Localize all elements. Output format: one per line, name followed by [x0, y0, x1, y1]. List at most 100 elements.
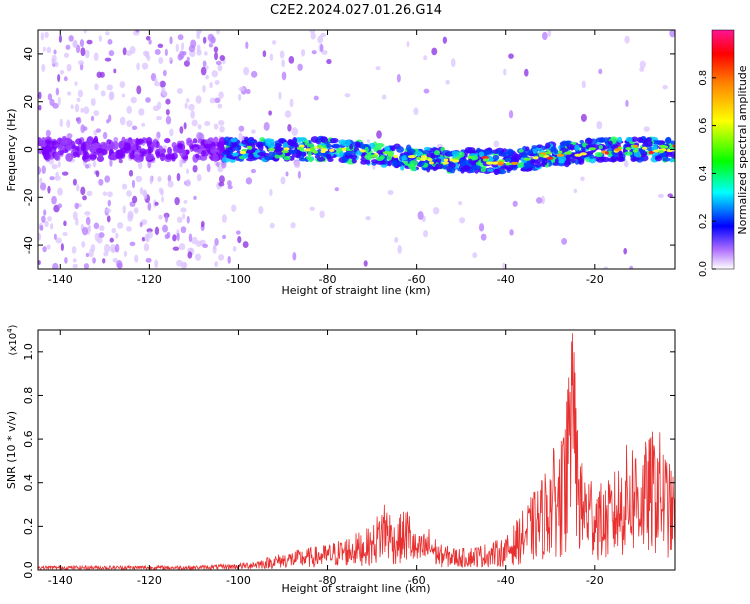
- ridge-speck: [598, 144, 604, 150]
- noise-speck: [174, 196, 180, 206]
- ridge-core: [658, 150, 665, 154]
- noise-speck: [281, 71, 287, 81]
- ridge-speck: [418, 161, 425, 167]
- noise-speck: [98, 35, 102, 42]
- noise-speck: [493, 140, 500, 148]
- noise-speck: [218, 91, 224, 99]
- noise-speck: [320, 32, 326, 38]
- ridge-speck: [264, 155, 273, 161]
- noise-speck: [258, 206, 264, 215]
- noise-speck: [217, 165, 224, 173]
- noise-speck: [297, 170, 301, 179]
- noise-speck: [639, 66, 645, 72]
- noise-speck: [154, 201, 159, 206]
- noise-speck: [131, 179, 136, 189]
- ridge-speck: [584, 137, 593, 145]
- noise-speck: [47, 93, 53, 101]
- noise-speck: [102, 258, 106, 264]
- ridge-speck: [541, 145, 546, 151]
- ridge-core: [632, 149, 638, 153]
- noise-speck: [103, 251, 109, 257]
- low-band-speck: [177, 143, 184, 149]
- noise-speck: [509, 229, 514, 236]
- ridge-core: [449, 158, 454, 162]
- noise-speck: [480, 233, 487, 241]
- noise-speck: [214, 261, 219, 268]
- noise-speck: [183, 60, 190, 67]
- noise-speck: [80, 47, 86, 57]
- low-band-speck: [81, 154, 87, 161]
- noise-speck: [250, 129, 256, 134]
- noise-speck: [165, 108, 170, 116]
- noise-speck: [321, 50, 328, 55]
- noise-speck: [161, 196, 165, 203]
- ridge-speck: [351, 158, 357, 164]
- noise-speck: [381, 94, 387, 100]
- noise-speck: [213, 123, 219, 130]
- noise-speck: [235, 230, 241, 235]
- noise-speck: [106, 215, 111, 223]
- ridge-speck: [517, 162, 525, 168]
- noise-speck: [177, 34, 184, 41]
- noise-speck: [202, 85, 206, 93]
- noise-speck: [66, 119, 71, 129]
- noise-speck: [96, 128, 102, 133]
- noise-speck: [178, 243, 186, 251]
- noise-speck: [70, 104, 74, 110]
- ridge-speck: [409, 160, 418, 167]
- low-band-speck: [195, 153, 200, 159]
- ridge-speck: [407, 148, 416, 154]
- noise-speck: [396, 73, 401, 83]
- noise-speck: [38, 104, 42, 111]
- ridge-core: [442, 161, 449, 165]
- noise-speck: [127, 210, 134, 220]
- noise-speck: [107, 39, 113, 45]
- low-band-speck: [75, 138, 82, 145]
- noise-speck: [200, 220, 205, 228]
- low-band-speck: [57, 144, 63, 151]
- noise-speck: [51, 195, 57, 205]
- noise-speck: [221, 214, 227, 223]
- low-band-speck: [213, 136, 219, 144]
- ridge-speck: [257, 151, 266, 156]
- noise-speck: [112, 257, 118, 263]
- noise-speck: [96, 71, 102, 78]
- ridge-core: [283, 147, 290, 151]
- noise-speck: [547, 30, 552, 37]
- snr-y-multiplier-open: (x10: [8, 333, 19, 356]
- noise-speck: [88, 248, 94, 258]
- noise-speck: [218, 175, 225, 184]
- ridge-speck: [654, 155, 663, 162]
- noise-speck: [65, 44, 71, 50]
- colorbar: [711, 29, 735, 270]
- ridge-speck: [277, 138, 285, 143]
- ridge-speck: [596, 157, 605, 163]
- ridge-speck: [416, 150, 423, 157]
- y-tick-label: 0.4: [22, 474, 35, 492]
- noise-speck: [39, 182, 47, 191]
- noise-speck: [502, 262, 506, 269]
- noise-speck: [196, 30, 203, 35]
- noise-speck: [218, 254, 225, 261]
- noise-speck: [227, 256, 231, 264]
- noise-speck: [135, 175, 143, 183]
- noise-speck: [39, 224, 44, 231]
- noise-speck: [623, 247, 628, 255]
- noise-speck: [115, 232, 119, 239]
- ridge-core: [309, 147, 316, 151]
- ridge-speck: [574, 144, 580, 151]
- x-tick-label: -80: [319, 273, 337, 286]
- ridge-speck: [247, 153, 255, 160]
- snr-y-ticks: 0.0 0.2 0.4 0.6 0.8 1.0: [22, 343, 675, 579]
- ridge-speck: [435, 158, 442, 163]
- noise-speck: [94, 232, 100, 242]
- noise-speck: [387, 189, 394, 196]
- noise-speck: [431, 47, 438, 56]
- ridge-speck: [288, 145, 295, 150]
- ridge-speck: [588, 157, 597, 164]
- noise-speck: [136, 62, 140, 71]
- noise-speck: [185, 179, 191, 187]
- noise-speck: [52, 262, 59, 269]
- noise-speck: [39, 177, 43, 184]
- noise-speck: [580, 176, 585, 182]
